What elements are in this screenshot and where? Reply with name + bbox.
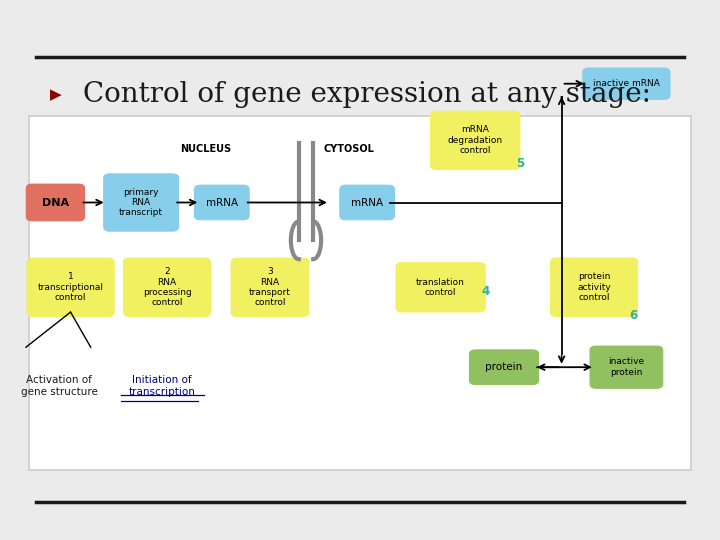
- Text: Control of gene expression at any stage:: Control of gene expression at any stage:: [83, 81, 651, 108]
- Text: 1
transcriptional
control: 1 transcriptional control: [37, 272, 104, 302]
- FancyBboxPatch shape: [104, 174, 179, 231]
- Text: NUCLEUS: NUCLEUS: [179, 144, 231, 153]
- FancyBboxPatch shape: [231, 258, 309, 316]
- Text: CYTOSOL: CYTOSOL: [324, 144, 374, 153]
- FancyBboxPatch shape: [469, 350, 539, 384]
- Text: mRNA: mRNA: [351, 198, 383, 207]
- FancyBboxPatch shape: [590, 346, 662, 388]
- FancyBboxPatch shape: [340, 185, 395, 220]
- Text: 5: 5: [516, 157, 524, 170]
- Text: mRNA: mRNA: [206, 198, 238, 207]
- FancyBboxPatch shape: [431, 111, 520, 170]
- FancyBboxPatch shape: [27, 258, 114, 316]
- FancyBboxPatch shape: [550, 258, 638, 316]
- Text: DNA: DNA: [42, 198, 69, 207]
- Text: 3
RNA
transport
control: 3 RNA transport control: [249, 267, 291, 307]
- Text: 2
RNA
processing
control: 2 RNA processing control: [143, 267, 192, 307]
- Text: protein
activity
control: protein activity control: [577, 272, 611, 302]
- Text: Initiation of
transcription: Initiation of transcription: [129, 375, 195, 397]
- FancyBboxPatch shape: [583, 68, 670, 99]
- FancyBboxPatch shape: [124, 258, 210, 316]
- Text: protein: protein: [485, 362, 523, 372]
- Text: 4: 4: [482, 285, 490, 298]
- Text: Activation of
gene structure: Activation of gene structure: [21, 375, 97, 397]
- Text: translation
control: translation control: [416, 278, 465, 297]
- FancyBboxPatch shape: [26, 184, 85, 221]
- Text: primary
RNA
transcript: primary RNA transcript: [119, 187, 163, 218]
- Text: inactive mRNA: inactive mRNA: [593, 79, 660, 88]
- FancyBboxPatch shape: [396, 262, 485, 312]
- Text: mRNA
degradation
control: mRNA degradation control: [448, 125, 503, 156]
- Text: inactive
protein: inactive protein: [608, 357, 644, 377]
- FancyBboxPatch shape: [29, 116, 691, 470]
- Text: ▶: ▶: [50, 87, 62, 102]
- Text: 6: 6: [629, 309, 638, 322]
- FancyBboxPatch shape: [194, 185, 249, 220]
